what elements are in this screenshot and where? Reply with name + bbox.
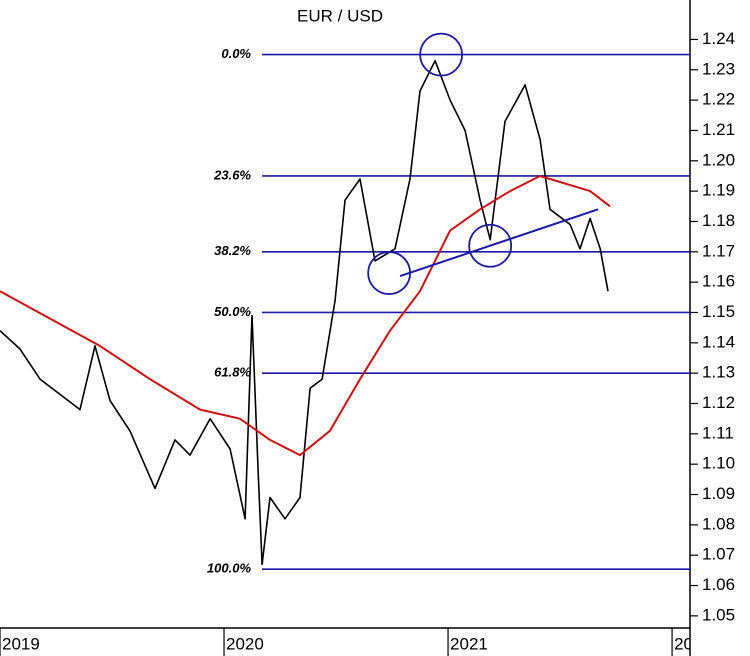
trendline xyxy=(399,208,599,278)
highlight-circle xyxy=(468,223,513,268)
y-tick-label: 1.13 xyxy=(702,363,735,382)
y-tick-label: 1.05 xyxy=(702,605,735,624)
y-tick-label: 1.21 xyxy=(702,120,735,139)
y-tick-label: 1.11 xyxy=(702,423,734,442)
fib-label: 100.0% xyxy=(207,561,252,576)
y-tick-label: 1.22 xyxy=(702,90,735,109)
x-tick-label: 2022 xyxy=(674,634,712,653)
y-tick-label: 1.10 xyxy=(702,454,735,473)
x-tick-label: 2020 xyxy=(226,634,264,653)
highlight-circle xyxy=(367,251,412,295)
fib-label: 23.6% xyxy=(213,167,251,182)
fib-label: 0.0% xyxy=(221,46,251,61)
y-tick-label: 1.08 xyxy=(702,514,735,533)
y-tick-label: 1.16 xyxy=(702,272,735,291)
x-tick-label: 2019 xyxy=(2,634,40,653)
fib-label: 61.8% xyxy=(214,365,251,380)
chart-title: EUR / USD xyxy=(297,6,383,25)
fib-label: 38.2% xyxy=(214,243,251,258)
y-tick-label: 1.18 xyxy=(702,211,735,230)
x-tick-label: 2021 xyxy=(450,634,488,653)
y-tick-label: 1.12 xyxy=(702,393,735,412)
y-tick-label: 1.14 xyxy=(702,332,735,351)
y-tick-label: 1.23 xyxy=(702,59,735,78)
y-tick-label: 1.19 xyxy=(702,181,735,200)
fib-label: 50.0% xyxy=(214,304,251,319)
price-line xyxy=(0,59,609,566)
y-tick-label: 1.24 xyxy=(702,29,735,48)
y-tick-label: 1.20 xyxy=(702,150,735,169)
y-tick-label: 1.15 xyxy=(702,302,735,321)
y-tick-label: 1.07 xyxy=(702,545,735,564)
y-tick-label: 1.17 xyxy=(702,241,735,260)
y-tick-label: 1.06 xyxy=(702,575,735,594)
plot-area: 2019 2020 2021 2022 xyxy=(0,32,712,653)
moving-average-line xyxy=(0,175,611,457)
highlight-circle xyxy=(419,32,464,77)
y-tick-label: 1.09 xyxy=(702,484,735,503)
